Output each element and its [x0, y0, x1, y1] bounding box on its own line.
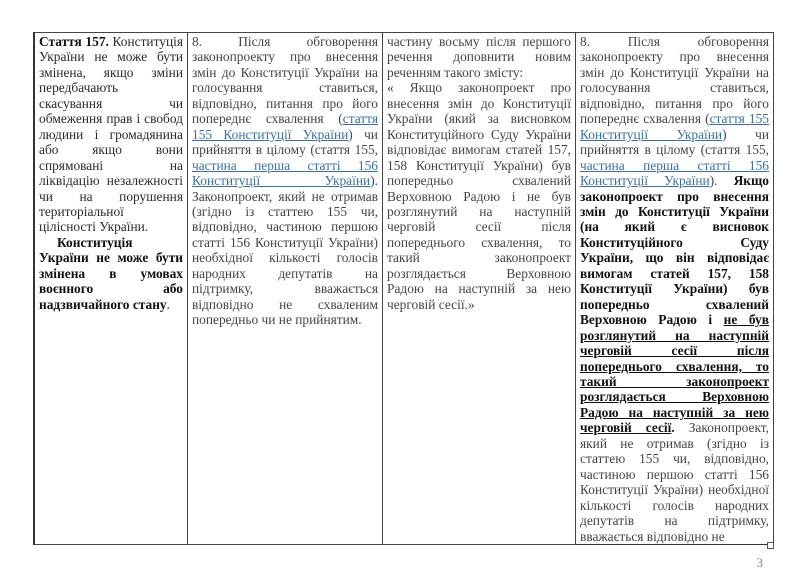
cell-proposed-change: частину восьму після першого речення доп… — [382, 32, 576, 545]
article-heading: Стаття 157. — [39, 34, 109, 49]
text: 8. Після обговорення законопроекту про в… — [580, 34, 769, 127]
page-number: 3 — [756, 554, 764, 570]
paragraph: 8. Після обговорення законопроекту про в… — [580, 34, 769, 544]
link-article-155[interactable]: стаття 155 Конституції України — [192, 111, 378, 142]
text: Законопроект, який не отримав (згідно із… — [580, 420, 769, 544]
text: ). — [709, 173, 734, 189]
paragraph: частину восьму після першого речення доп… — [387, 34, 571, 80]
comparison-table: Стаття 157. Конституція України не може … — [33, 32, 774, 545]
paragraph: Конституція України не може бути змінена… — [39, 235, 183, 312]
bold-text: Конституція України не може бути змінена… — [39, 234, 183, 312]
bold-text: Якщо законопроект про внесення змін до К… — [580, 173, 769, 328]
text: ) чи прийняття в цілому (стаття 155, — [192, 126, 378, 158]
cell-current-wording: 8. Після обговорення законопроекту про в… — [187, 32, 383, 545]
link-article-155[interactable]: стаття 155 Конституції України — [580, 111, 769, 142]
table-row: Стаття 157. Конституція України не може … — [33, 32, 774, 545]
cell-new-wording: 8. Після обговорення законопроекту про в… — [575, 32, 774, 545]
cell-current-article-157: Стаття 157. Конституція України не може … — [33, 32, 188, 545]
text: ). Законопроект, який не отримав (згідно… — [192, 173, 378, 328]
link-article-156[interactable]: частина перша статті 156 Конституції Укр… — [192, 157, 378, 189]
link-article-156[interactable]: частина перша статті 156 Конституції Укр… — [580, 157, 769, 189]
document-page: Стаття 157. Конституція України не може … — [33, 32, 774, 585]
paragraph: « Якщо законопроект про внесення змін до… — [387, 80, 571, 312]
paragraph: Стаття 157. Конституція України не може … — [39, 34, 183, 235]
paragraph: 8. Після обговорення законопроекту про в… — [192, 34, 378, 328]
text: Конституція України не може бути змінена… — [39, 34, 183, 235]
bold-underlined-text: не був розглянутий на наступній черговій… — [580, 312, 769, 436]
page-footer: 3 — [33, 541, 774, 585]
table-resize-handle[interactable] — [767, 541, 774, 549]
bold-text: . — [671, 420, 675, 436]
text: 8. Після обговорення законопроекту про в… — [192, 34, 378, 127]
text: . — [166, 296, 170, 312]
text: ) чи прийняття в цілому (стаття 155, — [580, 126, 769, 158]
